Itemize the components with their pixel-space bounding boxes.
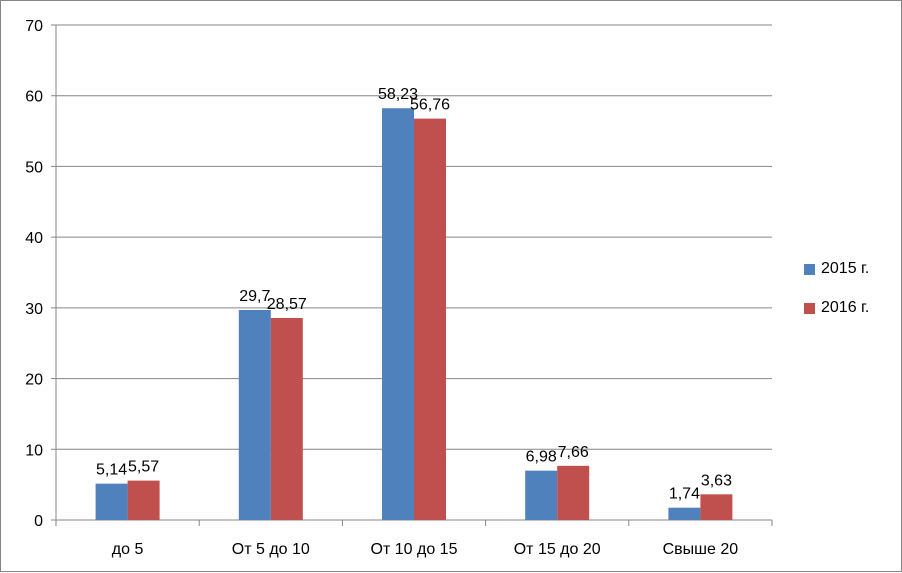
y-tick-label: 50 [25,159,43,176]
bar-2016 [127,480,160,520]
x-tick-label: От 10 до 15 [371,541,458,558]
y-tick-label: 10 [25,442,43,459]
legend-item-2015: 2015 г. [804,259,869,279]
x-tick-label: Свыше 20 [663,541,739,558]
legend: 2015 г. 2016 г. [804,259,869,337]
x-tick-label: От 15 до 20 [514,541,601,558]
data-label: 29,7 [239,288,270,305]
legend-item-2016: 2016 г. [804,298,869,318]
y-tick-label: 70 [25,18,43,35]
data-label: 3,63 [701,472,732,489]
y-tick-label: 0 [34,513,43,530]
bar-2015 [525,470,558,520]
y-tick-label: 30 [25,301,43,318]
bar-2016 [270,317,303,520]
x-tick-label: до 5 [112,541,144,558]
legend-swatch-2015 [804,263,815,275]
y-tick-label: 40 [25,230,43,247]
bar-2016 [700,494,733,520]
bar-2015 [95,483,128,520]
x-tick-label: От 5 до 10 [232,541,310,558]
legend-swatch-2016 [804,302,815,314]
data-label: 5,57 [128,459,159,476]
legend-label-2015: 2015 г. [821,260,870,277]
legend-label-2016: 2016 г. [821,299,870,316]
bar-2015 [238,309,271,520]
data-label: 7,66 [558,444,589,461]
y-tick-label: 60 [25,89,43,106]
data-label: 1,74 [669,486,700,503]
bar-2016 [557,465,590,520]
bar-2015 [382,108,414,520]
bar-2015 [668,507,701,520]
data-label: 5,14 [96,462,127,479]
data-label: 28,57 [267,296,307,313]
data-label: 56,76 [410,97,450,114]
y-tick-label: 20 [25,372,43,389]
data-label: 6,98 [526,449,557,466]
bar-2016 [414,118,446,520]
data-label: 58,23 [378,86,418,103]
